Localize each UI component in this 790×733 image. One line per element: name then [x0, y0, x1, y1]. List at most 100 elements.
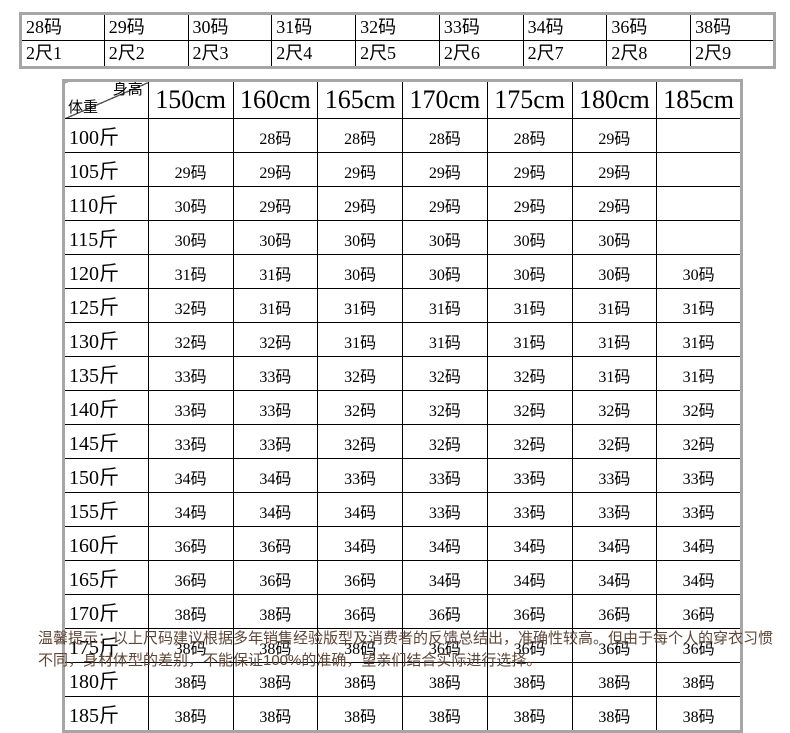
- size-value-cell: 30码: [486, 220, 573, 255]
- size-value-cell: 31码: [486, 322, 573, 357]
- size-value-cell: 29码: [232, 186, 319, 221]
- size-value-cell: 33码: [486, 492, 573, 527]
- weight-axis-label: 体重: [68, 100, 99, 116]
- size-chart-header: 身高 体重 150cm 160cm 165cm 170cm 175cm 180cm 185c…: [63, 80, 742, 119]
- weight-row: 125斤 32码 31码 31码 31码 31码 31码 31码: [63, 288, 742, 323]
- size-value-cell: 29码: [486, 152, 573, 187]
- size-value-cell: 30码: [317, 254, 403, 289]
- weight-label-cell: 135斤: [63, 356, 149, 391]
- size-value-cell: 32码: [317, 424, 403, 459]
- size-value-cell: [656, 186, 742, 221]
- size-value-cell: 38码: [656, 696, 742, 732]
- size-value-cell: 33码: [147, 424, 234, 459]
- size-value-cell: 31码: [402, 322, 488, 357]
- size-value-cell: 36码: [571, 594, 658, 629]
- size-value-cell: 28码: [402, 118, 488, 153]
- size-value-cell: 30码: [317, 220, 403, 255]
- height-header-cell: 160cm: [232, 80, 319, 119]
- size-value-cell: 30码: [486, 254, 573, 289]
- size-value-cell: 34码: [571, 560, 658, 595]
- size-value-cell: [656, 118, 742, 153]
- size-code-cell: 33码: [438, 13, 524, 41]
- size-value-cell: 33码: [147, 356, 234, 391]
- size-value-cell: 34码: [656, 526, 742, 561]
- size-value-cell: 38码: [402, 696, 488, 732]
- size-value-cell: 32码: [486, 424, 573, 459]
- warm-tip-note: 温馨提示：以上尺码建议根据多年销售经验版型及消费者的反馈总结出，准确性较高。但由…: [38, 630, 774, 669]
- size-value-cell: 34码: [486, 526, 573, 561]
- size-value-cell: 31码: [147, 254, 234, 289]
- size-value-cell: 32码: [317, 356, 403, 391]
- weight-label-cell: 165斤: [63, 560, 149, 595]
- size-value-cell: 33码: [571, 492, 658, 527]
- size-value-cell: 38码: [147, 628, 234, 663]
- size-value-cell: 32码: [147, 322, 234, 357]
- size-value-cell: 30码: [402, 254, 488, 289]
- weight-row: 155斤 34码 34码 34码 33码 33码 33码 33码: [63, 492, 742, 527]
- size-code-cell: 31码: [271, 13, 357, 41]
- size-value-cell: 32码: [232, 322, 319, 357]
- size-value-cell: 38码: [232, 594, 319, 629]
- size-value-cell: 32码: [402, 356, 488, 391]
- size-chart-table: 身高 体重 150cm 160cm 165cm 170cm 175cm 180cm 185c…: [62, 79, 743, 733]
- size-code-cell: 29码: [103, 13, 189, 41]
- size-value-cell: 36码: [232, 526, 319, 561]
- size-value-cell: 29码: [571, 186, 658, 221]
- height-header-cell: 180cm: [571, 80, 658, 119]
- height-header-cell: 150cm: [147, 80, 234, 119]
- size-value-cell: 34码: [571, 526, 658, 561]
- size-value-cell: 29码: [571, 152, 658, 187]
- size-value-cell: 38码: [232, 696, 319, 732]
- height-header-row: 身高 体重 150cm 160cm 165cm 170cm 175cm 180cm 185c…: [63, 80, 742, 119]
- height-header-cell: 165cm: [317, 80, 403, 119]
- weight-label-cell: 185斤: [63, 696, 149, 732]
- size-value-cell: 28码: [317, 118, 403, 153]
- weight-row: 160斤 36码 36码 34码 34码 34码 34码 34码: [63, 526, 742, 561]
- size-value-cell: 29码: [232, 152, 319, 187]
- size-value-cell: 32码: [486, 390, 573, 425]
- size-value-cell: 32码: [147, 288, 234, 323]
- size-value-cell: 32码: [571, 390, 658, 425]
- size-value-cell: 33码: [232, 356, 319, 391]
- size-value-cell: [656, 220, 742, 255]
- size-value-cell: 36码: [232, 560, 319, 595]
- size-value-cell: 31码: [656, 322, 742, 357]
- size-value-cell: 29码: [317, 186, 403, 221]
- size-value-cell: 29码: [317, 152, 403, 187]
- size-value-cell: 38码: [147, 594, 234, 629]
- size-value-cell: 32码: [656, 424, 742, 459]
- weight-row: 145斤 33码 33码 32码 32码 32码 32码 32码: [63, 424, 742, 459]
- weight-row: 150斤 34码 34码 33码 33码 33码 33码 33码: [63, 458, 742, 493]
- weight-label-cell: 120斤: [63, 254, 149, 289]
- size-value-cell: 36码: [317, 594, 403, 629]
- size-value-cell: 30码: [656, 254, 742, 289]
- size-value-cell: 31码: [232, 288, 319, 323]
- chi-size-cell: 2尺8: [606, 40, 692, 68]
- weight-label-cell: 140斤: [63, 390, 149, 425]
- size-value-cell: 30码: [402, 220, 488, 255]
- size-value-cell: 29码: [402, 186, 488, 221]
- size-chart-page: { "conversion_table": { "rows": [ ["28码"…: [19, 12, 776, 733]
- weight-row: 170斤 38码 38码 36码 36码 36码 36码 36码: [63, 594, 742, 629]
- size-code-cell: 32码: [355, 13, 440, 41]
- size-value-cell: 30码: [571, 220, 658, 255]
- weight-label-cell: 170斤: [63, 594, 149, 629]
- size-code-cell: 30码: [187, 13, 273, 41]
- size-value-cell: 34码: [317, 492, 403, 527]
- weight-row: 110斤 30码 29码 29码 29码 29码 29码: [63, 186, 742, 221]
- size-value-cell: 29码: [486, 186, 573, 221]
- size-value-cell: 33码: [402, 492, 488, 527]
- chi-size-cell: 2尺9: [690, 40, 775, 68]
- size-value-cell: 33码: [402, 458, 488, 493]
- size-value-cell: 31码: [486, 288, 573, 323]
- size-value-cell: 38码: [317, 696, 403, 732]
- chi-size-row: 2尺1 2尺2 2尺3 2尺4 2尺5 2尺6 2尺7 2尺8 2尺9: [20, 40, 775, 68]
- size-value-cell: 38码: [147, 696, 234, 732]
- size-value-cell: 30码: [571, 254, 658, 289]
- weight-row: 100斤 28码 28码 28码 28码 29码: [63, 118, 742, 153]
- size-value-cell: 31码: [402, 288, 488, 323]
- size-value-cell: 29码: [402, 152, 488, 187]
- weight-row: 105斤 29码 29码 29码 29码 29码 29码: [63, 152, 742, 187]
- size-value-cell: 30码: [147, 186, 234, 221]
- size-value-cell: 31码: [317, 322, 403, 357]
